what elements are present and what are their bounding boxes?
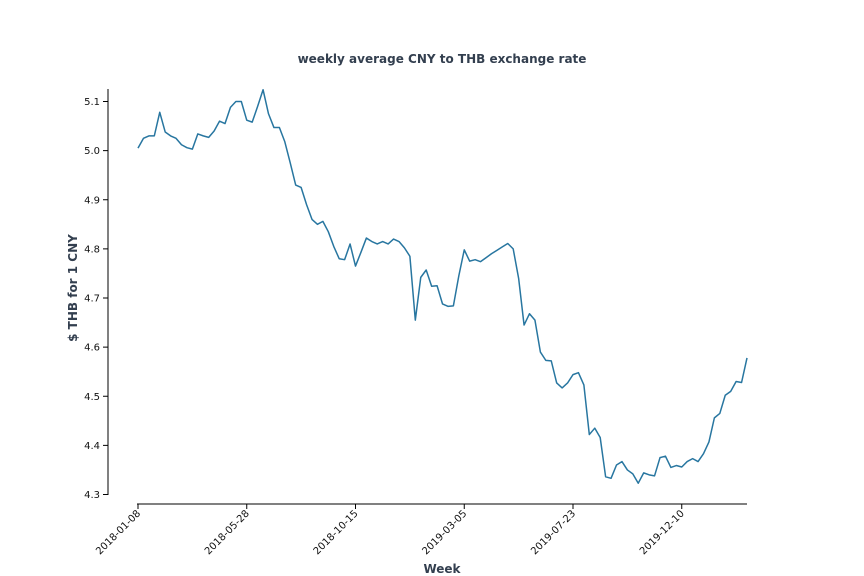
y-tick-label: 4.6 [84, 343, 100, 354]
y-tick-label: 5.0 [84, 146, 100, 157]
x-tick-label: 2018-10-15 [312, 508, 361, 557]
y-ticks: 4.3 4.4 4.5 4.6 4.7 4.8 4.9 5.0 5.1 [84, 97, 108, 501]
series-line [137, 88, 748, 484]
y-tick-label: 4.5 [84, 392, 100, 403]
y-axis-label: $ THB for 1 CNY [66, 234, 80, 342]
chart-title: weekly average CNY to THB exchange rate [298, 52, 587, 66]
y-tick-label: 4.7 [84, 294, 100, 305]
y-tick-label: 4.9 [84, 195, 100, 206]
x-tick-label: 2019-07-23 [529, 508, 578, 557]
x-tick-label: 2018-05-28 [203, 508, 252, 557]
y-tick-label: 4.8 [84, 244, 100, 255]
x-tick-label: 2018-01-08 [94, 508, 143, 557]
plot-area: 4.34.44.54.64.74.84.95.05.1 2018-01-08 20… [84, 88, 748, 557]
x-axis-label: Week [423, 562, 461, 576]
x-ticks: 2018-01-08 2018-05-28 2018-10-15 2019-03-05… [94, 504, 687, 557]
x-tick-label: 2019-03-05 [420, 508, 469, 557]
series-group [137, 88, 748, 484]
y-tick-label: 5.1 [84, 97, 100, 108]
y-tick-label: 4.4 [84, 441, 100, 452]
x-tick-label: 2019-12-10 [638, 508, 687, 557]
y-tick-label: 4.3 [84, 490, 100, 501]
